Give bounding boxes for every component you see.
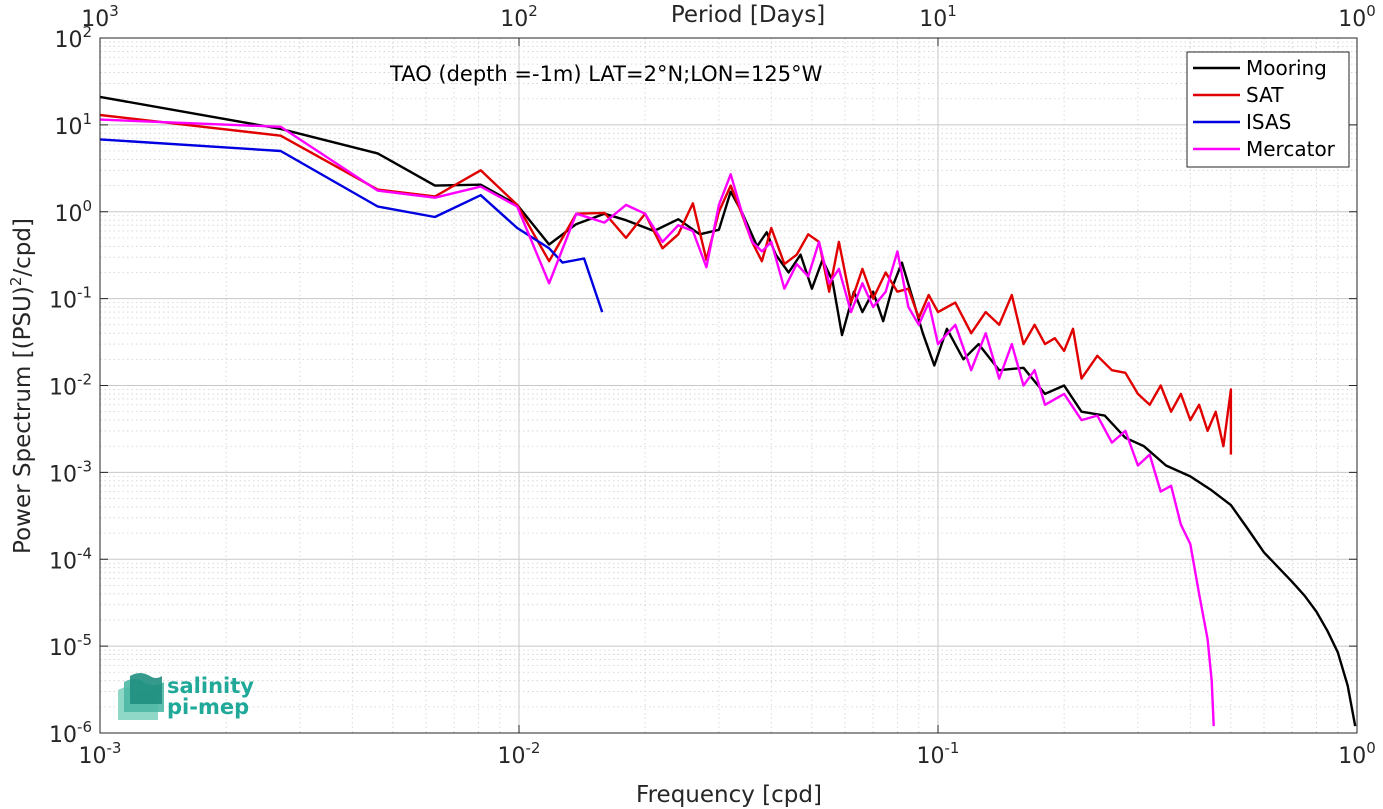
y-tick-label: 102 [54, 23, 92, 53]
logo-text-pimep: pi-mep [167, 695, 249, 719]
series-line-mercator [99, 118, 1215, 727]
y-tick-label: 10-2 [49, 371, 92, 401]
salinity-pimep-logo: salinity pi-mep [118, 673, 254, 720]
legend-label-mercator: Mercator [1246, 137, 1336, 161]
x-tick-label: 10-2 [498, 739, 541, 769]
series-lines [99, 95, 1357, 727]
series-line-isas [99, 138, 604, 313]
y-tick-label: 101 [54, 110, 92, 140]
y-tick-label: 10-1 [49, 284, 92, 314]
wave-logo-icon [118, 673, 164, 720]
top-axis-title: Period [Days] [671, 2, 825, 28]
y-axis-title-tail: /cpd] [10, 218, 36, 277]
top-tick-label: 103 [81, 2, 119, 32]
y-axis-title-main: Power Spectrum [(PSU) [10, 286, 36, 554]
x-tick-label: 100 [1338, 739, 1376, 769]
logo-text-salinity: salinity [167, 674, 254, 698]
top-tick-label: 100 [1338, 2, 1376, 32]
y-axis-title-sup: 2 [7, 277, 25, 287]
top-tick-label: 101 [919, 2, 957, 32]
plot-annotation: TAO (depth =-1m) LAT=2°N;LON=125°W [389, 62, 823, 86]
x-axis-title: Frequency [cpd] [636, 782, 822, 808]
x-tick-label: 10-3 [79, 739, 122, 769]
y-tick-label: 10-4 [49, 544, 92, 574]
y-tick-label: 10-5 [49, 631, 92, 661]
y-tick-label: 10-3 [49, 457, 92, 487]
legend: Mooring SAT ISAS Mercator [1186, 51, 1350, 168]
top-tick-label: 102 [500, 2, 538, 32]
y-tick-label: 10-6 [49, 718, 92, 748]
y-axis-title: Power Spectrum [(PSU)2/cpd] [7, 218, 36, 554]
legend-label-isas: ISAS [1246, 110, 1291, 134]
legend-label-sat: SAT [1246, 83, 1284, 107]
legend-label-mooring: Mooring [1246, 56, 1327, 80]
x-tick-label: 10-1 [917, 739, 960, 769]
y-tick-label: 100 [54, 197, 92, 227]
